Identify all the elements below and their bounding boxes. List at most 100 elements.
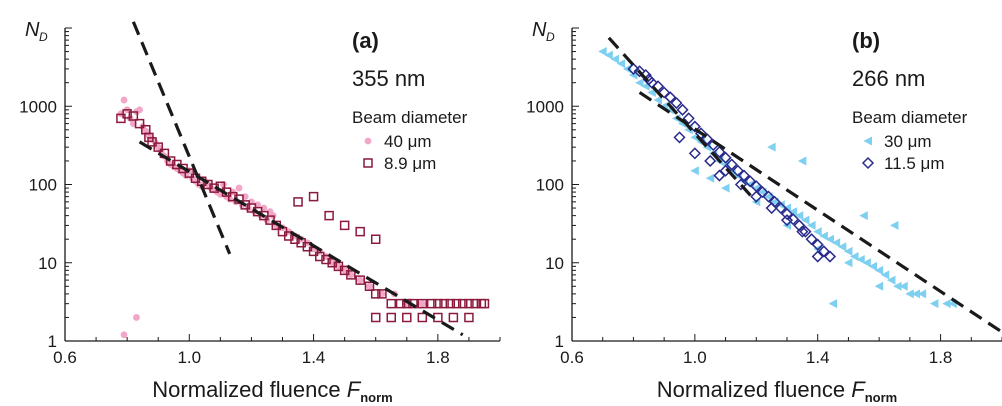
data-point-filled-circle <box>120 331 128 339</box>
data-point-filled-triangle-left <box>813 227 822 237</box>
y-tick-label: 10 <box>545 254 564 273</box>
data-point-open-square <box>283 231 294 241</box>
data-point-open-diamond <box>774 201 787 215</box>
data-point-open-diamond <box>734 178 747 191</box>
data-point-filled-triangle-left <box>604 50 613 60</box>
data-point-open-diamond <box>817 245 830 258</box>
data-point-open-square <box>324 210 334 221</box>
data-point-open-square <box>339 220 350 231</box>
data-point-filled-triangle-left <box>635 78 644 88</box>
data-point-open-diamond <box>780 207 794 221</box>
data-point-open-diamond <box>670 96 683 110</box>
data-point-open-square <box>184 168 195 178</box>
data-point-open-square <box>144 132 154 143</box>
y-tick-label: 100 <box>29 176 57 195</box>
x-axis-title-var: F <box>851 377 866 402</box>
data-point-filled-triangle-left <box>843 258 853 268</box>
data-point-filled-triangle-left <box>862 258 871 268</box>
data-point-open-square <box>315 251 325 262</box>
data-point-open-square <box>355 226 365 237</box>
data-point-filled-triangle-left <box>859 211 868 221</box>
data-point-open-square <box>370 234 381 244</box>
data-point-filled-triangle-left <box>653 95 662 105</box>
panel-label: (b) <box>852 28 880 53</box>
y-axis-label: N <box>25 19 40 41</box>
data-point-open-diamond <box>762 190 775 203</box>
x-tick-label: 1.0 <box>177 348 201 367</box>
data-point-open-square <box>308 191 319 202</box>
data-point-filled-triangle-left <box>825 234 834 244</box>
data-point-filled-circle <box>235 184 243 192</box>
data-point-open-diamond <box>688 147 701 160</box>
data-point-filled-triangle-left <box>905 289 914 299</box>
data-point-open-square <box>464 312 474 323</box>
data-point-open-diamond <box>823 250 837 263</box>
data-point-open-square <box>265 215 275 225</box>
legend-entry: 8.9 μm <box>384 154 436 173</box>
y-tick-label: 100 <box>536 176 564 195</box>
data-point-open-diamond <box>645 76 658 89</box>
data-point-filled-triangle-left <box>856 255 865 265</box>
data-point-open-diamond <box>780 214 794 227</box>
data-point-filled-circle <box>356 276 364 284</box>
y-tick-label: 10 <box>38 254 57 273</box>
legend-entry: 40 μm <box>384 132 432 151</box>
data-point-open-diamond <box>627 62 640 75</box>
data-point-open-square <box>240 200 250 210</box>
data-point-open-diamond <box>704 154 717 168</box>
data-point-open-diamond <box>688 120 701 133</box>
fit-line <box>131 21 232 255</box>
data-point-filled-triangle-left <box>874 281 884 291</box>
data-point-filled-circle <box>244 204 252 212</box>
y-axis-label-subscript: D <box>39 30 48 44</box>
legend: Beam diameter 30 μm 11.5 μm <box>852 108 968 173</box>
data-point-filled-triangle-left <box>616 59 626 69</box>
data-point-open-square <box>178 163 188 174</box>
legend-title: Beam diameter <box>352 108 468 127</box>
y-tick-label: 1000 <box>19 97 57 116</box>
data-point-open-square <box>134 118 145 129</box>
data-point-open-square <box>116 113 126 124</box>
data-point-filled-circle <box>133 314 140 321</box>
data-point-open-square <box>122 109 132 119</box>
data-point-open-square <box>271 220 282 231</box>
data-point-open-diamond <box>737 169 751 182</box>
data-point-filled-triangle-left <box>647 87 656 97</box>
fit-line <box>638 91 1002 334</box>
y-tick-label: 1 <box>48 332 57 351</box>
data-point-open-square <box>346 270 356 280</box>
data-point-open-square <box>417 298 428 309</box>
data-point-filled-triangle-left <box>911 289 920 299</box>
panel-label: (a) <box>352 28 379 53</box>
data-point-filled-triangle-left <box>767 142 776 152</box>
data-point-open-square <box>196 176 207 187</box>
wavelength-label: 266 nm <box>852 66 925 91</box>
data-point-open-square <box>293 197 303 207</box>
data-point-filled-triangle-left <box>899 281 908 291</box>
y-axis-label: N <box>532 19 547 41</box>
data-point-open-square <box>165 156 176 166</box>
data-point-filled-triangle-left <box>819 231 828 241</box>
legend: Beam diameter 40 μm 8.9 μm <box>352 108 468 173</box>
data-point-filled-circle <box>418 300 426 308</box>
data-points <box>598 47 957 309</box>
legend-entry: 30 μm <box>884 132 932 151</box>
data-point-open-square <box>386 312 396 323</box>
data-point-open-diamond <box>713 145 726 159</box>
x-axis-title: Normalized fluence Fnorm <box>657 377 897 405</box>
x-tick-label: 1.0 <box>683 348 707 367</box>
data-points <box>116 96 490 339</box>
data-point-filled-triangle-left <box>874 265 884 275</box>
data-point-filled-triangle-left <box>828 299 838 309</box>
data-point-open-square <box>402 312 412 323</box>
data-point-filled-triangle-left <box>837 242 847 252</box>
data-point-open-square <box>386 298 396 309</box>
data-point-open-square <box>221 187 232 197</box>
y-axis-label-subscript: D <box>546 30 555 44</box>
data-point-open-square <box>377 289 387 299</box>
data-point-filled-triangle-left <box>721 183 730 193</box>
data-point-filled-circle <box>366 282 373 290</box>
legend-title: Beam diameter <box>852 108 968 127</box>
x-tick-label: 1.4 <box>302 348 326 367</box>
data-point-open-square <box>370 312 381 323</box>
